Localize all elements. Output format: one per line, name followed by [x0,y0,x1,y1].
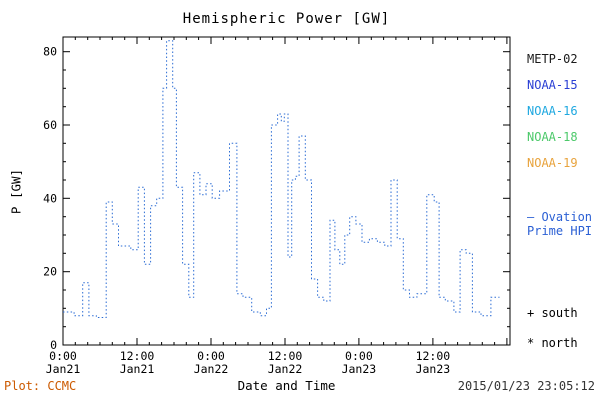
plot-credit: Plot: CCMC [4,379,77,393]
x-tick-time: 12:00 [268,349,303,363]
legend-item-metp-02: METP-02 [527,52,578,66]
hpi-step-line [63,40,500,318]
timestamp: 2015/01/23 23:05:12 [457,379,595,393]
x-tick-date: Jan23 [416,362,451,376]
satellite-legend: METP-02 NOAA-15 NOAA-16 NOAA-18 NOAA-19 [527,53,578,169]
y-tick-label: 20 [43,265,57,279]
x-tick-time: 12:00 [416,349,451,363]
y-tick-label: 60 [43,118,57,132]
south-marker-label: + south [527,306,578,320]
y-tick-label: 0 [50,338,57,352]
legend-item-noaa-16: NOAA-16 [527,104,578,118]
x-axis-label: Date and Time [237,378,336,393]
x-tick-time: 0:00 [49,349,77,363]
chart-title: Hemispheric Power [GW] [182,11,391,27]
y-tick-label: 40 [43,191,57,205]
legend-item-noaa-18: NOAA-18 [527,130,578,144]
x-tick-date: Jan23 [342,362,377,376]
legend-item-noaa-19: NOAA-19 [527,156,578,170]
y-axis-label: P [GW] [8,168,24,215]
x-tick-date: Jan22 [268,362,303,376]
north-marker-label: * north [527,336,578,350]
ovation-label-line2: Prime HPI [527,224,593,238]
x-tick-time: 12:00 [120,349,155,363]
y-tick-label: 80 [43,45,57,59]
ovation-label-line1: – Ovation [527,210,593,224]
ovation-prime-hpi-label: – Ovation Prime HPI [527,210,592,238]
x-tick-date: Jan22 [194,362,229,376]
x-tick-date: Jan21 [46,362,81,376]
x-tick-time: 0:00 [345,349,373,363]
x-tick-time: 0:00 [197,349,225,363]
legend-item-noaa-15: NOAA-15 [527,78,578,92]
x-tick-date: Jan21 [120,362,155,376]
